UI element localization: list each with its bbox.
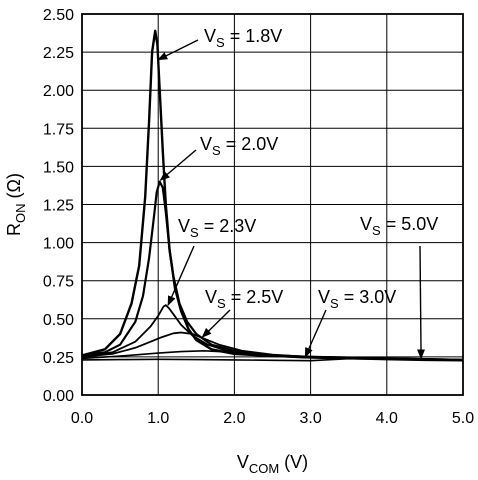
series-line-vs25 [81, 331, 464, 361]
annotation-label: VS = 5.0V [360, 214, 438, 238]
x-tick-label: 1.0 [147, 410, 169, 427]
annotation-main: V [178, 216, 190, 236]
annotation-tail: = 3.0V [339, 287, 397, 307]
annotation-tail: = 2.0V [221, 134, 279, 154]
annotation-main: V [360, 214, 372, 234]
plot-frame [81, 13, 464, 396]
y-tick-label: 0.50 [43, 312, 74, 329]
x-tick-label: 0.0 [71, 410, 93, 427]
annotation-label: VS = 1.8V [204, 26, 282, 50]
annotation-sub: S [212, 143, 221, 158]
y-tick-labels: 0.00 0.25 0.50 0.75 1.00 1.25 1.50 1.75 2.00 2.25… [43, 7, 74, 405]
x-axis-title-sub: COM [249, 461, 279, 476]
annotation-main: V [318, 287, 330, 307]
x-tick-labels: 0.0 1.0 2.0 3.0 4.0 5.0 [71, 410, 474, 427]
annotation-main: V [205, 287, 217, 307]
x-axis-title-main: V [237, 452, 249, 472]
annotation-sub: S [190, 225, 199, 240]
annotation-label: VS = 2.5V [205, 287, 283, 311]
annotation-tail: = 2.3V [199, 216, 257, 236]
y-axis-title-main: R [4, 223, 24, 236]
series-line-vs50 [81, 357, 464, 362]
x-axis-title-suffix: (V) [279, 452, 308, 472]
annotation-sub: S [216, 35, 225, 50]
x-tick-label: 3.0 [299, 410, 321, 427]
annotation-arrow [417, 245, 426, 360]
x-tick-label: 5.0 [452, 410, 474, 427]
annotation-label: VS = 3.0V [318, 287, 396, 311]
annotation-main: V [200, 134, 212, 154]
y-axis-title: RON (Ω) [4, 173, 28, 236]
annotation-sub: S [330, 296, 339, 311]
series-line-vs23 [81, 304, 464, 361]
annotation-main: V [204, 26, 216, 46]
y-tick-label: 2.25 [43, 45, 74, 62]
y-tick-label: 0.75 [43, 274, 74, 291]
y-tick-label: 1.00 [43, 236, 74, 253]
y-tick-label: 2.50 [43, 7, 74, 24]
y-axis-title-suffix: (Ω) [4, 173, 24, 203]
y-tick-label: 2.00 [43, 83, 74, 100]
y-tick-label: 0.00 [43, 388, 74, 405]
y-tick-label: 1.25 [43, 198, 74, 215]
annotation-arrow [201, 309, 231, 338]
x-tick-label: 4.0 [376, 410, 398, 427]
annotation-arrow [157, 39, 199, 61]
y-tick-label: 0.25 [43, 350, 74, 367]
annotation-sub: S [372, 223, 381, 238]
y-tick-label: 1.50 [43, 159, 74, 176]
annotation-tail: = 2.5V [226, 287, 284, 307]
annotation-label: VS = 2.3V [178, 216, 256, 240]
annotation-sub: S [217, 296, 226, 311]
annotation-label: VS = 2.0V [200, 134, 278, 158]
annotation-arrow [159, 149, 197, 181]
annotation-arrow [167, 245, 195, 306]
data-series [81, 29, 464, 362]
annotation-tail: = 1.8V [225, 26, 283, 46]
y-tick-label: 1.75 [43, 121, 74, 138]
y-axis-title-sub: ON [13, 203, 28, 223]
annotation-arrow [304, 309, 327, 358]
x-tick-label: 2.0 [223, 410, 245, 427]
x-axis-title: VCOM (V) [237, 452, 308, 476]
annotation-tail: = 5.0V [381, 214, 439, 234]
